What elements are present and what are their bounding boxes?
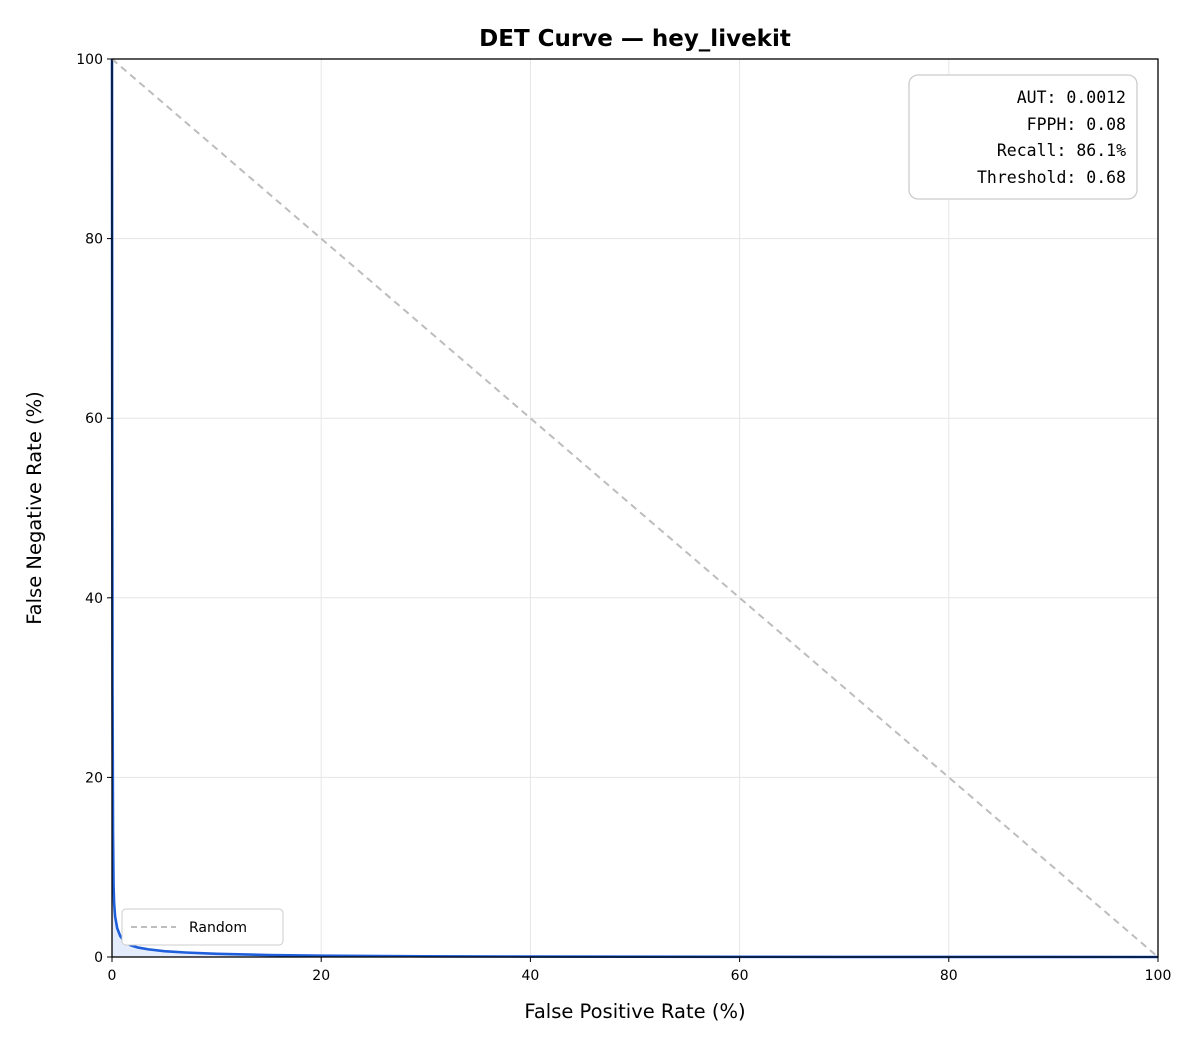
x-tick-label: 100	[1145, 968, 1172, 984]
x-tick-label: 80	[940, 968, 958, 984]
legend-label-random: Random	[189, 920, 247, 936]
y-tick-label: 40	[85, 591, 103, 607]
metric-threshold: Threshold: 0.68	[977, 168, 1126, 187]
metric-aut: AUT: 0.0012	[1017, 88, 1126, 107]
axis-ticks: 0 20 40 60 80 100 0 20 40 60 80 100	[76, 52, 1171, 984]
legend: Random	[121, 908, 284, 946]
random-baseline-line	[111, 58, 1159, 958]
y-tick-label: 80	[85, 232, 103, 248]
metric-fpph: FPPH: 0.08	[1027, 115, 1126, 134]
metrics-box: AUT: 0.0012 FPPH: 0.08 Recall: 86.1% Thr…	[908, 74, 1138, 200]
metric-recall: Recall: 86.1%	[997, 141, 1126, 160]
x-tick-label: 40	[521, 968, 539, 984]
y-tick-label: 60	[85, 411, 103, 427]
x-tick-label: 60	[731, 968, 749, 984]
plot-frame	[111, 58, 1159, 958]
y-tick-label: 0	[94, 950, 103, 966]
y-tick-label: 20	[85, 770, 103, 786]
x-axis-label: False Positive Rate (%)	[524, 1000, 745, 1023]
legend-background	[121, 908, 284, 946]
metrics-box-background	[908, 74, 1138, 200]
chart-title: DET Curve — hey_livekit	[479, 26, 791, 52]
y-axis-label: False Negative Rate (%)	[23, 391, 46, 625]
y-tick-label: 100	[76, 52, 103, 68]
x-tick-label: 20	[312, 968, 330, 984]
x-tick-label: 0	[108, 968, 117, 984]
